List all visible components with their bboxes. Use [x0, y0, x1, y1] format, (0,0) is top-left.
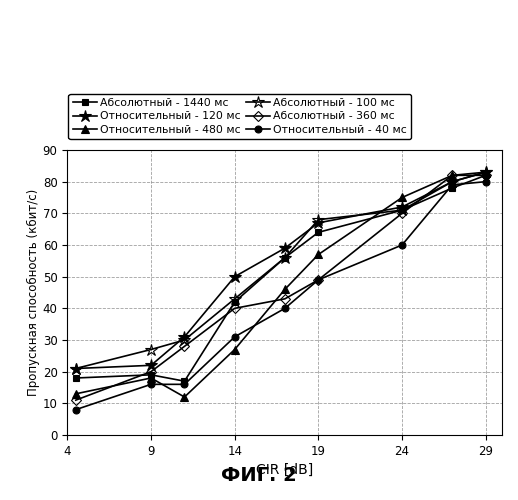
Абсолютный - 100 мс — [232, 296, 238, 302]
Абсолютный - 1440 мс — [399, 207, 405, 213]
Абсолютный - 100 мс — [483, 169, 489, 175]
Относительный - 40 мс — [399, 242, 405, 248]
Абсолютный - 360 мс — [232, 306, 238, 312]
Line: Относительный - 120 мс: Относительный - 120 мс — [69, 166, 492, 375]
Относительный - 480 мс — [148, 375, 154, 381]
Line: Абсолютный - 360 мс: Абсолютный - 360 мс — [72, 172, 489, 404]
Абсолютный - 360 мс — [282, 296, 288, 302]
Относительный - 120 мс — [181, 334, 188, 340]
Относительный - 40 мс — [232, 334, 238, 340]
X-axis label: CIR [dB]: CIR [dB] — [256, 464, 313, 477]
Относительный - 40 мс — [483, 178, 489, 184]
Абсолютный - 360 мс — [315, 277, 322, 283]
Legend: Абсолютный - 1440 мс, Относительный - 120 мс, Относительный - 480 мс, Абсолютный: Абсолютный - 1440 мс, Относительный - 12… — [68, 94, 411, 139]
Абсолютный - 360 мс — [449, 172, 455, 178]
Относительный - 120 мс — [282, 245, 288, 251]
Абсолютный - 1440 мс — [181, 378, 188, 384]
Абсолютный - 100 мс — [148, 346, 154, 352]
Относительный - 480 мс — [181, 394, 188, 400]
Относительный - 480 мс — [73, 391, 79, 397]
Абсолютный - 360 мс — [148, 368, 154, 374]
Абсолютный - 360 мс — [73, 397, 79, 403]
Относительный - 480 мс — [282, 286, 288, 292]
Line: Относительный - 40 мс: Относительный - 40 мс — [72, 178, 489, 413]
Относительный - 120 мс — [483, 169, 489, 175]
Относительный - 40 мс — [315, 277, 322, 283]
Относительный - 40 мс — [449, 182, 455, 188]
Относительный - 120 мс — [399, 204, 405, 210]
Абсолютный - 100 мс — [181, 337, 188, 343]
Абсолютный - 360 мс — [483, 172, 489, 178]
Относительный - 480 мс — [483, 169, 489, 175]
Абсолютный - 1440 мс — [282, 254, 288, 260]
Line: Относительный - 480 мс: Относительный - 480 мс — [71, 168, 490, 401]
Line: Абсолютный - 100 мс: Абсолютный - 100 мс — [69, 166, 492, 375]
Относительный - 120 мс — [148, 362, 154, 368]
Относительный - 480 мс — [399, 194, 405, 200]
Относительный - 120 мс — [232, 274, 238, 280]
Абсолютный - 100 мс — [399, 207, 405, 213]
Относительный - 40 мс — [148, 382, 154, 388]
Абсолютный - 100 мс — [282, 254, 288, 260]
Относительный - 480 мс — [449, 172, 455, 178]
Абсолютный - 1440 мс — [148, 372, 154, 378]
Относительный - 480 мс — [315, 252, 322, 258]
Относительный - 40 мс — [181, 382, 188, 388]
Относительный - 120 мс — [73, 366, 79, 372]
Y-axis label: Пропускная способность (кбит/с): Пропускная способность (кбит/с) — [27, 189, 40, 396]
Text: ФИГ. 2: ФИГ. 2 — [221, 466, 297, 485]
Абсолютный - 1440 мс — [232, 299, 238, 305]
Абсолютный - 100 мс — [449, 178, 455, 184]
Относительный - 40 мс — [282, 306, 288, 312]
Абсолютный - 1440 мс — [449, 185, 455, 191]
Абсолютный - 360 мс — [399, 210, 405, 216]
Line: Абсолютный - 1440 мс: Абсолютный - 1440 мс — [72, 172, 489, 384]
Относительный - 480 мс — [232, 346, 238, 352]
Абсолютный - 1440 мс — [483, 172, 489, 178]
Относительный - 120 мс — [449, 178, 455, 184]
Абсолютный - 360 мс — [181, 344, 188, 349]
Абсолютный - 1440 мс — [73, 375, 79, 381]
Абсолютный - 100 мс — [315, 216, 322, 222]
Абсолютный - 100 мс — [73, 366, 79, 372]
Абсолютный - 1440 мс — [315, 230, 322, 235]
Относительный - 40 мс — [73, 406, 79, 412]
Относительный - 120 мс — [315, 220, 322, 226]
